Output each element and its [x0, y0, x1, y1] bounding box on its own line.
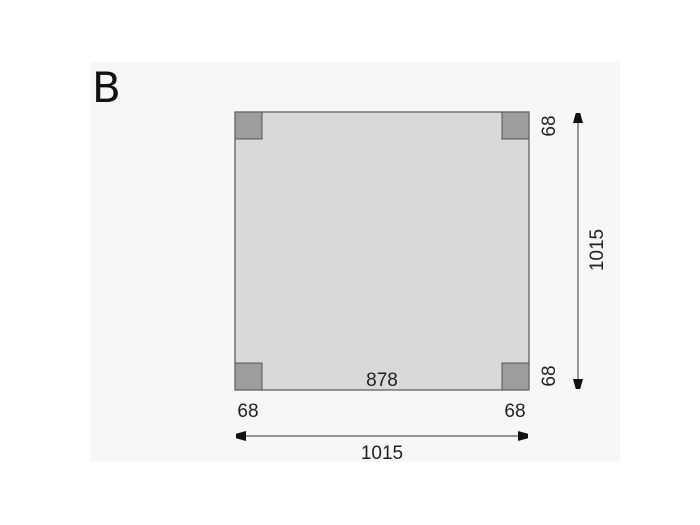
post-right-top-label: 68	[539, 115, 560, 136]
post-bottom-right	[501, 362, 530, 391]
width-total-label: 1015	[361, 443, 403, 464]
post-top-left	[234, 111, 263, 140]
post-bottom-left-label: 68	[237, 401, 258, 422]
height-total-label: 1015	[587, 229, 608, 271]
post-bottom-right-label: 68	[504, 401, 525, 422]
post-top-right	[501, 111, 530, 140]
figure-label: B	[92, 63, 121, 112]
inner-span-label: 878	[366, 370, 398, 391]
post-right-bottom-label: 68	[539, 365, 560, 386]
floor-area	[234, 111, 530, 391]
post-bottom-left	[234, 362, 263, 391]
